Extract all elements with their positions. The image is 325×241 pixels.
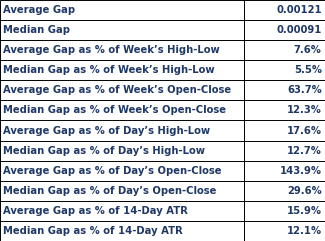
- Bar: [0, 181, 244, 201]
- Text: Average Gap as % of Week’s High-Low: Average Gap as % of Week’s High-Low: [3, 45, 220, 55]
- Bar: [0, 60, 244, 80]
- Text: 143.9%: 143.9%: [280, 166, 322, 176]
- Text: 12.7%: 12.7%: [287, 146, 322, 156]
- Bar: [244, 161, 325, 181]
- Text: Median Gap as % of Week’s Open-Close: Median Gap as % of Week’s Open-Close: [3, 106, 226, 115]
- Bar: [0, 161, 244, 181]
- Bar: [0, 120, 244, 141]
- Bar: [0, 201, 244, 221]
- Text: Average Gap as % of Week’s Open-Close: Average Gap as % of Week’s Open-Close: [3, 85, 231, 95]
- Bar: [0, 80, 244, 100]
- Text: 12.1%: 12.1%: [287, 226, 322, 236]
- Text: 5.5%: 5.5%: [294, 65, 322, 75]
- Bar: [244, 100, 325, 120]
- Text: 15.9%: 15.9%: [287, 206, 322, 216]
- Text: 0.00091: 0.00091: [276, 25, 322, 35]
- Text: Median Gap as % of 14-Day ATR: Median Gap as % of 14-Day ATR: [3, 226, 183, 236]
- Bar: [244, 40, 325, 60]
- Text: 17.6%: 17.6%: [287, 126, 322, 135]
- Bar: [0, 141, 244, 161]
- Bar: [244, 221, 325, 241]
- Text: Median Gap as % of Week’s High-Low: Median Gap as % of Week’s High-Low: [3, 65, 215, 75]
- Bar: [0, 0, 244, 20]
- Text: 7.6%: 7.6%: [294, 45, 322, 55]
- Text: Average Gap: Average Gap: [3, 5, 75, 15]
- Text: Median Gap: Median Gap: [3, 25, 70, 35]
- Bar: [244, 120, 325, 141]
- Text: Average Gap as % of Day’s High-Low: Average Gap as % of Day’s High-Low: [3, 126, 210, 135]
- Text: Average Gap as % of 14-Day ATR: Average Gap as % of 14-Day ATR: [3, 206, 188, 216]
- Bar: [0, 221, 244, 241]
- Text: Average Gap as % of Day’s Open-Close: Average Gap as % of Day’s Open-Close: [3, 166, 222, 176]
- Bar: [0, 40, 244, 60]
- Bar: [244, 201, 325, 221]
- Bar: [244, 141, 325, 161]
- Text: 0.00121: 0.00121: [276, 5, 322, 15]
- Text: 29.6%: 29.6%: [287, 186, 322, 196]
- Bar: [244, 80, 325, 100]
- Bar: [0, 20, 244, 40]
- Bar: [244, 0, 325, 20]
- Bar: [244, 20, 325, 40]
- Text: Median Gap as % of Day’s High-Low: Median Gap as % of Day’s High-Low: [3, 146, 205, 156]
- Bar: [244, 181, 325, 201]
- Bar: [0, 100, 244, 120]
- Text: 12.3%: 12.3%: [287, 106, 322, 115]
- Text: Median Gap as % of Day’s Open-Close: Median Gap as % of Day’s Open-Close: [3, 186, 217, 196]
- Text: 63.7%: 63.7%: [287, 85, 322, 95]
- Bar: [244, 60, 325, 80]
